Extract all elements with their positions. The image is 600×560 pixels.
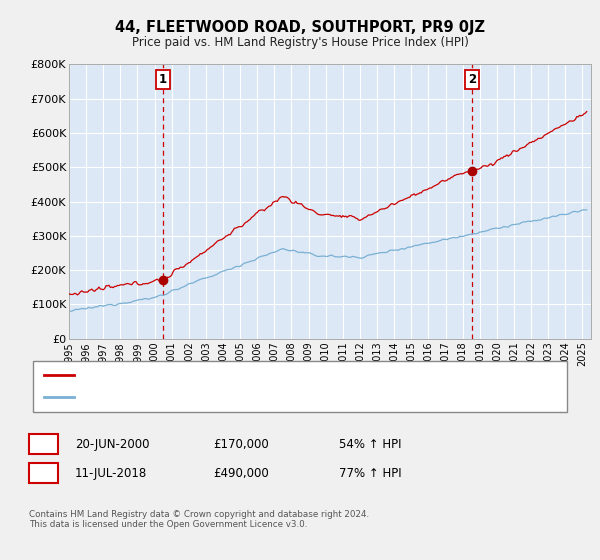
Text: Price paid vs. HM Land Registry's House Price Index (HPI): Price paid vs. HM Land Registry's House … [131, 36, 469, 49]
Text: 54% ↑ HPI: 54% ↑ HPI [339, 437, 401, 451]
Text: 1: 1 [158, 73, 167, 86]
Text: HPI: Average price, detached house, Sefton: HPI: Average price, detached house, Seft… [80, 393, 307, 403]
Text: 20-JUN-2000: 20-JUN-2000 [75, 437, 149, 451]
Text: 2: 2 [467, 73, 476, 86]
Text: £490,000: £490,000 [213, 466, 269, 480]
Text: 11-JUL-2018: 11-JUL-2018 [75, 466, 147, 480]
Text: £170,000: £170,000 [213, 437, 269, 451]
Text: 1: 1 [39, 437, 47, 451]
Text: 44, FLEETWOOD ROAD, SOUTHPORT, PR9 0JZ (detached house): 44, FLEETWOOD ROAD, SOUTHPORT, PR9 0JZ (… [80, 370, 410, 380]
Text: 2: 2 [39, 466, 47, 480]
Text: Contains HM Land Registry data © Crown copyright and database right 2024.
This d: Contains HM Land Registry data © Crown c… [29, 510, 369, 529]
Text: 77% ↑ HPI: 77% ↑ HPI [339, 466, 401, 480]
Text: 44, FLEETWOOD ROAD, SOUTHPORT, PR9 0JZ: 44, FLEETWOOD ROAD, SOUTHPORT, PR9 0JZ [115, 20, 485, 35]
